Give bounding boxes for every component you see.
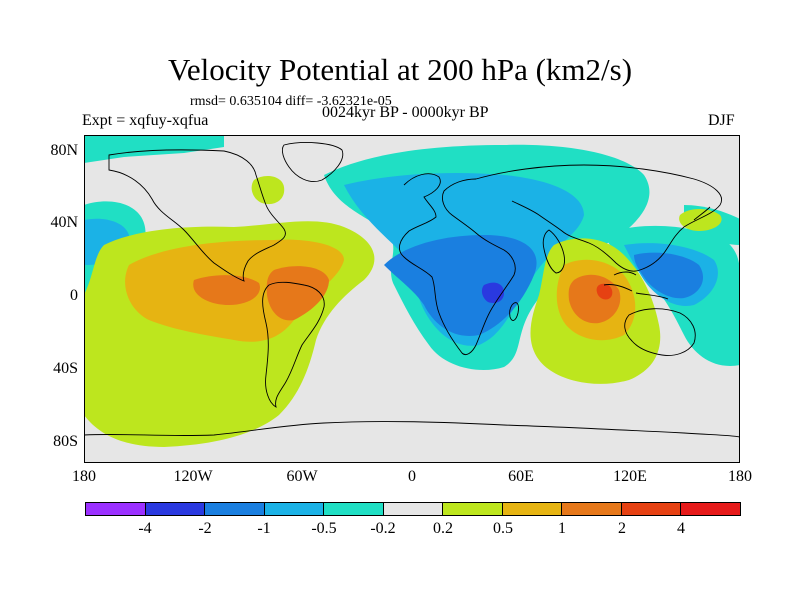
colorbar-label: 1 [558, 520, 566, 537]
lon-label-180w: 180 [72, 468, 96, 485]
map-title: Velocity Potential at 200 hPa (km2/s) [167, 52, 633, 87]
colorbar-label: 2 [618, 520, 626, 537]
map-frame [84, 135, 740, 463]
lat-label-40s: 40S [53, 360, 78, 377]
contour-neg-weak-arctic [84, 135, 224, 163]
coast-antarctica [84, 421, 740, 438]
colorbar-cell [324, 503, 384, 515]
positive-anomaly-regions [84, 175, 722, 447]
lon-label-120w: 120W [173, 468, 213, 485]
lat-label-40n: 40N [50, 214, 78, 231]
coast-asia [475, 164, 722, 272]
colorbar-cell [562, 503, 622, 515]
colorbar-cell [443, 503, 503, 515]
lat-label-80n: 80N [50, 142, 78, 159]
colorbar-cell [264, 503, 325, 515]
lat-label-0: 0 [70, 287, 78, 304]
season-label: DJF [708, 112, 735, 129]
lon-label-0: 0 [408, 468, 416, 485]
lat-label-80s: 80S [53, 433, 78, 450]
colorbar-label: 4 [677, 520, 685, 537]
colorbar-cell [681, 503, 741, 515]
lon-label-120e: 120E [613, 468, 647, 485]
colorbar [85, 502, 741, 516]
contour-neg-strong-africa [384, 235, 537, 336]
contour-pos-weak-npac [679, 209, 722, 231]
stats-text: rmsd= 0.635104 diff= -3.62321e-05 [190, 94, 392, 109]
colorbar-cell [205, 503, 265, 515]
coast-south-america [262, 281, 325, 408]
contour-neg-strong-east [634, 252, 704, 299]
colorbar-cell [502, 503, 563, 515]
contour-pos-strong-samer [266, 266, 329, 321]
colorbar-label: -2 [198, 520, 212, 537]
coast-australia [624, 308, 696, 356]
contour-pos-strong-pacific [193, 275, 260, 305]
colorbar-label: -4 [138, 520, 152, 537]
period-label: 0024kyr BP - 0000kyr BP [322, 104, 489, 121]
colorbar-cell [621, 503, 682, 515]
contour-pos-weak-namer [251, 175, 285, 205]
coast-japan [693, 206, 711, 221]
colorbar-label: 0.2 [433, 520, 453, 537]
colorbar-label: -0.5 [311, 520, 337, 537]
negative-anomaly-regions [84, 135, 740, 371]
contour-pos-core-indian [596, 283, 613, 300]
colorbar-cell [383, 503, 444, 515]
colorbar-label: -0.2 [370, 520, 396, 537]
coast-indonesia [603, 271, 669, 300]
experiment-label: Expt = xqfuy-xqfua [82, 112, 209, 129]
lon-label-60e: 60E [508, 468, 534, 485]
coast-madagascar [509, 302, 519, 321]
coast-greenland [281, 142, 344, 182]
colorbar-label: 0.5 [493, 520, 513, 537]
colorbar-label: -1 [257, 520, 271, 537]
colorbar-cell [86, 503, 146, 515]
map-panel [84, 135, 740, 463]
coastlines [84, 142, 740, 438]
coast-north-america [108, 149, 286, 282]
coast-europe-africa [398, 173, 516, 356]
colorbar-cell [145, 503, 206, 515]
lon-label-180e: 180 [728, 468, 752, 485]
lon-label-60w: 60W [286, 468, 318, 485]
coast-india [542, 229, 565, 274]
